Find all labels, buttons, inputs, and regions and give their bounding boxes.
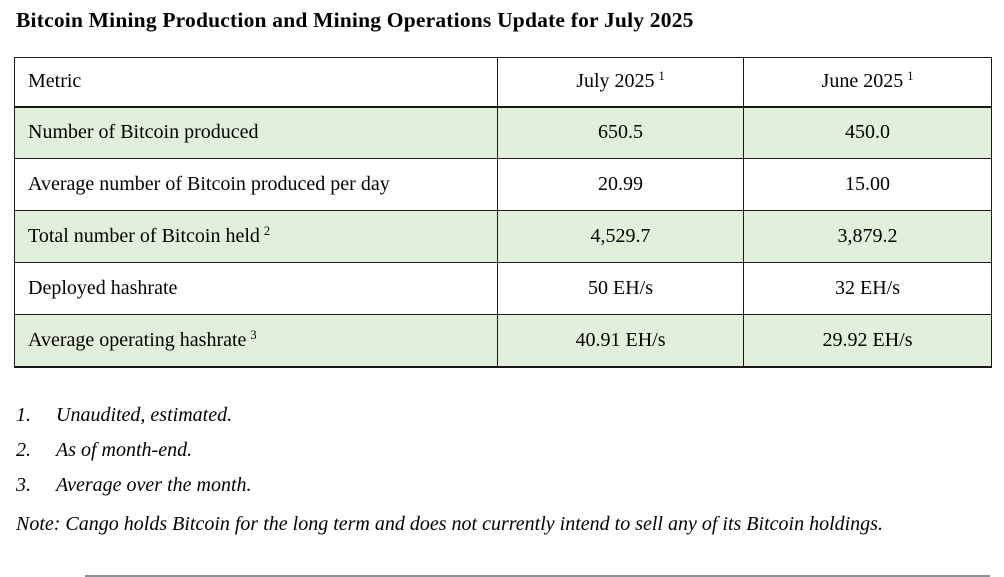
header-superscript: 1 — [907, 69, 914, 84]
metric-superscript: 2 — [263, 224, 271, 238]
metric-cell: Deployed hashrate — [14, 262, 498, 315]
footnote-number: 3. — [16, 474, 31, 496]
header-label: Metric — [28, 70, 82, 93]
july-value-cell: 40.91 EH/s — [497, 314, 744, 368]
table-row: Average number of Bitcoin produced per d… — [14, 158, 992, 211]
metric-cell: Total number of Bitcoin held 2 — [14, 210, 498, 263]
header-label: June 2025 — [821, 70, 904, 93]
metric-label: Deployed hashrate — [28, 277, 178, 299]
metric-label: Total number of Bitcoin held — [28, 225, 260, 247]
table-row: Total number of Bitcoin held 2 4,529.7 3,… — [14, 210, 992, 263]
june-value-cell: 3,879.2 — [743, 210, 992, 263]
metric-superscript: 3 — [250, 327, 257, 342]
metric-label: Average operating hashrate — [28, 328, 247, 351]
metric-label: Number of Bitcoin produced — [28, 121, 259, 144]
footnote-text: Average over the month. — [56, 474, 252, 496]
table-row: Average operating hashrate 3 40.91 EH/s 2… — [14, 314, 992, 368]
metric-cell: Number of Bitcoin produced — [14, 106, 498, 159]
footnote-text: Unaudited, estimated. — [56, 404, 233, 426]
footnote-number: 1. — [16, 404, 31, 426]
metric-label: Average number of Bitcoin produced per d… — [28, 173, 390, 195]
table-header-row: Metric July 2025 1 June 2025 1 — [14, 57, 992, 108]
july-value-cell: 50 EH/s — [497, 262, 744, 315]
header-cell-metric: Metric — [14, 57, 498, 108]
footnote: 1. Unaudited, estimated. — [16, 404, 232, 427]
footnote: 3. Average over the month. — [16, 474, 252, 497]
page-title: Bitcoin Mining Production and Mining Ope… — [16, 8, 694, 32]
table-row: Number of Bitcoin produced 650.5 450.0 — [14, 106, 992, 159]
metric-cell: Average operating hashrate 3 — [14, 314, 498, 368]
footnote-text: As of month-end. — [56, 439, 193, 461]
footnote-number: 2. — [16, 439, 31, 461]
header-superscript: 1 — [658, 69, 665, 84]
metric-cell: Average number of Bitcoin produced per d… — [14, 158, 498, 211]
june-value-cell: 15.00 — [743, 158, 992, 211]
july-value-cell: 650.5 — [497, 106, 744, 159]
footnote: 2. As of month-end. — [16, 439, 192, 462]
june-value-cell: 450.0 — [743, 106, 992, 159]
june-value-cell: 29.92 EH/s — [743, 314, 992, 368]
header-cell-july: July 2025 1 — [497, 57, 744, 108]
header-cell-june: June 2025 1 — [743, 57, 992, 108]
metrics-table: Metric July 2025 1 June 2025 1 Number of B… — [14, 57, 992, 368]
note-text: Note: Cango holds Bitcoin for the long t… — [16, 513, 883, 535]
june-value-cell: 32 EH/s — [743, 262, 992, 315]
header-label: July 2025 — [576, 70, 655, 93]
july-value-cell: 4,529.7 — [497, 210, 744, 263]
bottom-divider — [85, 575, 990, 577]
july-value-cell: 20.99 — [497, 158, 744, 211]
table-row: Deployed hashrate 50 EH/s 32 EH/s — [14, 262, 992, 315]
